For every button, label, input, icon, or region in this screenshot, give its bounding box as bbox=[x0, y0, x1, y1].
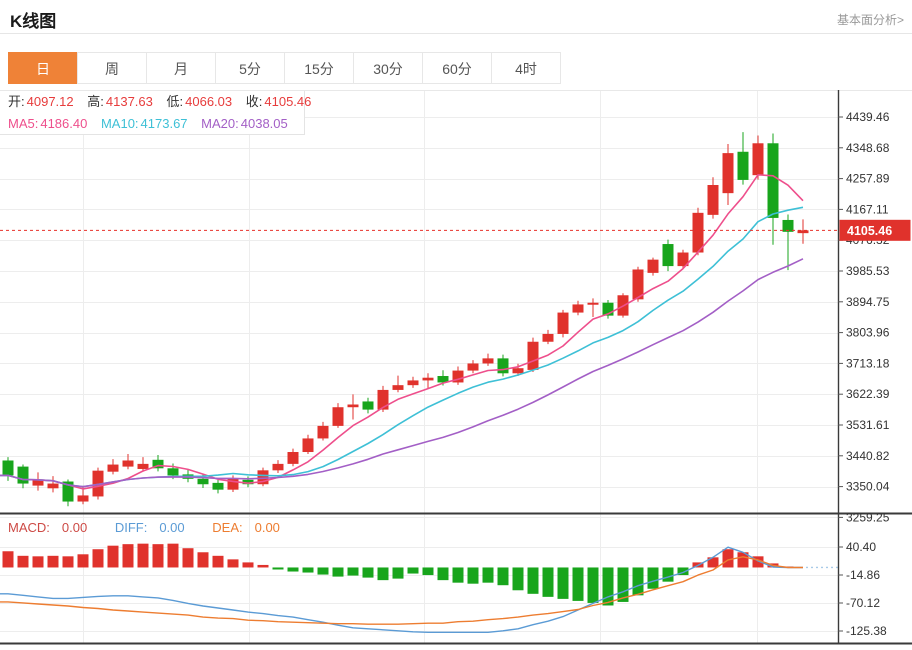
close-label: 收: bbox=[245, 94, 263, 109]
svg-text:-125.38: -125.38 bbox=[846, 624, 887, 638]
svg-text:3713.18: 3713.18 bbox=[846, 356, 890, 370]
price-axis-labels: 4439.464348.684257.894167.114076.323985.… bbox=[838, 110, 890, 638]
ma10-value: 4173.67 bbox=[140, 116, 188, 131]
svg-text:3440.82: 3440.82 bbox=[846, 449, 890, 463]
tab-week[interactable]: 周 bbox=[77, 52, 147, 84]
ma20-label: MA20: bbox=[201, 116, 239, 131]
macd-value: MACD: 0.00 bbox=[8, 520, 88, 535]
svg-text:3985.53: 3985.53 bbox=[846, 264, 890, 278]
macd-histogram bbox=[2, 543, 794, 606]
open-value: 4097.12 bbox=[26, 94, 74, 109]
svg-text:3622.39: 3622.39 bbox=[846, 387, 890, 401]
ma20-value: 4038.05 bbox=[240, 116, 288, 131]
svg-text:40.40: 40.40 bbox=[846, 540, 876, 554]
tab-60min[interactable]: 60分 bbox=[422, 52, 492, 84]
dea-value: DEA: 0.00 bbox=[212, 520, 280, 535]
chart-frame bbox=[0, 90, 912, 645]
tab-4hour[interactable]: 4时 bbox=[491, 52, 561, 84]
title-divider bbox=[0, 33, 912, 34]
ma20-line bbox=[0, 258, 804, 488]
svg-text:3350.04: 3350.04 bbox=[846, 480, 890, 494]
svg-text:-14.86: -14.86 bbox=[846, 568, 880, 582]
ma5-value: 4186.40 bbox=[40, 116, 88, 131]
high-value: 4137.63 bbox=[105, 94, 153, 109]
low-value: 4066.03 bbox=[185, 94, 233, 109]
last-price-tag: 4105.46 bbox=[839, 219, 911, 241]
diff-value: DIFF: 0.00 bbox=[114, 520, 185, 535]
high-label: 高: bbox=[87, 94, 104, 109]
svg-text:4105.46: 4105.46 bbox=[847, 224, 892, 238]
timeframe-tabs: 日 周 月 5分 15分 30分 60分 4时 bbox=[8, 52, 561, 84]
candles-layer bbox=[2, 132, 809, 507]
ma-row: MA5: 4186.40 MA10: 4173.67 MA20: 4038.05 bbox=[8, 113, 304, 135]
diff-line bbox=[0, 546, 803, 633]
ma5-label: MA5: bbox=[8, 116, 39, 131]
page-title: K线图 bbox=[10, 12, 57, 31]
fundamental-analysis-link[interactable]: 基本面分析> bbox=[836, 13, 904, 27]
svg-text:4257.89: 4257.89 bbox=[846, 172, 890, 186]
svg-text:-70.12: -70.12 bbox=[846, 596, 880, 610]
macd-indicator-header: MACD: 0.00 DIFF: 0.00 DEA: 0.00 bbox=[8, 519, 304, 537]
ma10-line bbox=[0, 206, 804, 488]
svg-text:4167.11: 4167.11 bbox=[846, 202, 889, 216]
tab-5min[interactable]: 5分 bbox=[215, 52, 285, 84]
svg-text:3894.75: 3894.75 bbox=[846, 295, 890, 309]
svg-text:3531.61: 3531.61 bbox=[846, 418, 890, 432]
tab-30min[interactable]: 30分 bbox=[353, 52, 423, 84]
close-value: 4105.46 bbox=[264, 94, 312, 109]
ma5-line bbox=[0, 174, 804, 490]
tab-day[interactable]: 日 bbox=[8, 52, 78, 84]
tab-month[interactable]: 月 bbox=[146, 52, 216, 84]
ma10-label: MA10: bbox=[100, 116, 139, 131]
dea-line bbox=[0, 556, 803, 625]
svg-text:3259.25: 3259.25 bbox=[846, 510, 890, 524]
tab-15min[interactable]: 15分 bbox=[284, 52, 354, 84]
ohlc-info-box: 开: 4097.12 高: 4137.63 低: 4066.03 收: 4105.46 … bbox=[0, 91, 311, 135]
svg-text:4348.68: 4348.68 bbox=[846, 141, 890, 155]
low-label: 低: bbox=[166, 94, 184, 109]
ohlc-row: 开: 4097.12 高: 4137.63 低: 4066.03 收: 4105.46 bbox=[8, 91, 311, 113]
svg-text:4439.46: 4439.46 bbox=[846, 110, 890, 124]
open-label: 开: bbox=[8, 94, 25, 109]
svg-text:3803.96: 3803.96 bbox=[846, 326, 890, 340]
